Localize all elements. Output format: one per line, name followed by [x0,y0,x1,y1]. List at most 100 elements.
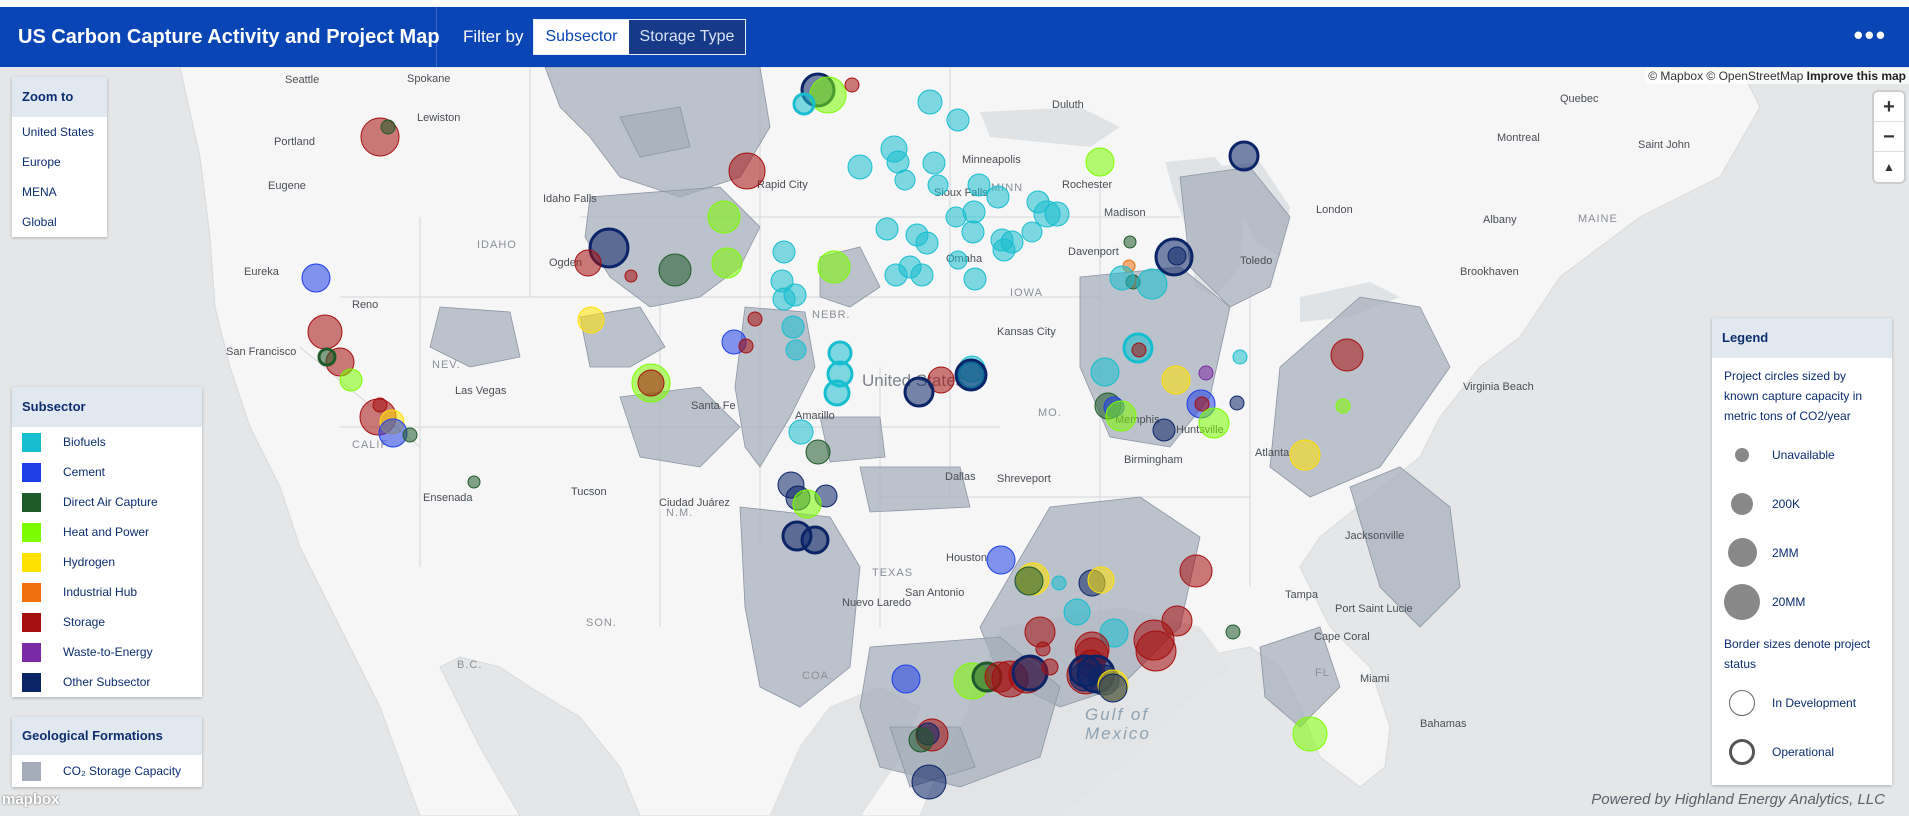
project-marker[interactable] [707,200,741,234]
project-marker[interactable] [1161,365,1191,395]
subsector-item[interactable]: Hydrogen [12,547,202,577]
project-marker[interactable] [1335,398,1351,414]
filter-storage-type-button[interactable]: Storage Type [628,20,746,54]
project-marker[interactable] [658,253,692,287]
project-marker[interactable] [781,315,805,339]
project-marker[interactable] [847,154,873,180]
project-marker[interactable] [574,249,602,277]
project-marker[interactable] [986,185,1010,209]
attribution-text[interactable]: © Mapbox © OpenStreetMap [1648,69,1804,83]
zoom-global[interactable]: Global [22,215,57,229]
map-canvas[interactable]: United States Gulf of Mexico IDAHO NEV. … [0,67,1909,816]
project-marker[interactable] [307,314,343,350]
project-marker[interactable] [875,217,899,241]
project-marker[interactable] [1021,221,1043,243]
project-marker[interactable] [961,220,985,244]
project-marker[interactable] [1225,624,1241,640]
subsector-item[interactable]: Cement [12,457,202,487]
project-marker[interactable] [301,263,331,293]
project-marker[interactable] [1063,598,1091,626]
project-marker[interactable] [805,439,831,465]
project-marker[interactable] [1232,349,1248,365]
subsector-item[interactable]: Other Subsector [12,667,202,697]
project-marker[interactable] [917,89,943,115]
project-marker[interactable] [891,664,921,694]
project-marker[interactable] [1131,342,1147,358]
project-marker[interactable] [903,376,935,408]
project-marker[interactable] [1085,147,1115,177]
project-marker[interactable] [1292,716,1328,752]
project-marker[interactable] [1044,201,1070,227]
project-marker[interactable] [908,727,934,753]
zoom-out-button[interactable]: − [1874,122,1904,152]
zoom-europe[interactable]: Europe [22,155,61,169]
project-marker[interactable] [711,247,743,279]
project-marker[interactable] [915,231,939,255]
project-marker[interactable] [339,368,363,392]
subsector-item[interactable]: Biofuels [12,427,202,457]
project-marker[interactable] [800,525,830,555]
project-marker[interactable] [792,489,822,519]
project-marker[interactable] [1330,338,1364,372]
project-marker[interactable] [467,475,481,489]
project-marker[interactable] [992,238,1016,262]
project-marker[interactable] [728,152,766,190]
project-marker[interactable] [894,169,916,191]
project-marker[interactable] [844,77,860,93]
project-marker[interactable] [1035,641,1051,657]
project-marker[interactable] [772,240,796,264]
project-marker[interactable] [1167,246,1187,266]
project-marker[interactable] [1228,140,1260,172]
co2-storage-capacity-row[interactable]: CO₂ Storage Capacity [12,755,202,787]
subsector-item[interactable]: Direct Air Capture [12,487,202,517]
subsector-item[interactable]: Storage [12,607,202,637]
project-marker[interactable] [1194,396,1210,412]
project-marker[interactable] [624,269,638,283]
project-marker[interactable] [809,76,847,114]
project-marker[interactable] [738,338,754,354]
project-marker[interactable] [785,339,807,361]
project-marker[interactable] [1198,365,1214,381]
project-marker[interactable] [380,119,396,135]
compass-icon[interactable]: ▲ [1883,160,1895,174]
project-marker[interactable] [1051,575,1067,591]
project-marker[interactable] [946,108,970,132]
project-marker[interactable] [922,151,946,175]
project-marker[interactable] [1289,439,1321,471]
project-marker[interactable] [1179,554,1213,588]
project-marker[interactable] [967,173,991,197]
project-marker[interactable] [1098,673,1128,703]
subsector-item[interactable]: Waste-to-Energy [12,637,202,667]
project-marker[interactable] [1014,566,1044,596]
project-marker[interactable] [1229,395,1245,411]
subsector-item[interactable]: Industrial Hub [12,577,202,607]
improve-map-link[interactable]: Improve this map [1806,69,1906,83]
zoom-in-button[interactable]: + [1874,92,1904,122]
project-marker[interactable] [402,427,418,443]
project-marker[interactable] [1090,357,1120,387]
more-menu-icon[interactable]: ••• [1853,20,1887,50]
project-marker[interactable] [637,369,665,397]
map-attribution[interactable]: © Mapbox © OpenStreetMap Improve this ma… [1645,68,1909,84]
project-marker[interactable] [783,283,807,307]
project-marker[interactable] [1109,265,1135,291]
project-marker[interactable] [910,263,934,287]
filter-subsector-button[interactable]: Subsector [534,20,629,54]
project-marker[interactable] [788,419,814,445]
project-marker[interactable] [986,545,1016,575]
project-marker[interactable] [1087,566,1115,594]
project-marker[interactable] [823,379,851,407]
project-marker[interactable] [317,347,337,367]
subsector-item[interactable]: Heat and Power [12,517,202,547]
mapbox-logo[interactable]: mapbox [2,791,60,808]
project-marker[interactable] [948,250,968,270]
project-marker[interactable] [1069,662,1099,692]
project-marker[interactable] [1198,407,1230,439]
project-marker[interactable] [911,764,947,800]
project-marker[interactable] [963,267,987,291]
project-marker[interactable] [954,358,988,392]
project-marker[interactable] [1105,400,1137,432]
project-marker[interactable] [1135,630,1177,672]
project-marker[interactable] [927,174,949,196]
project-marker[interactable] [1136,268,1168,300]
